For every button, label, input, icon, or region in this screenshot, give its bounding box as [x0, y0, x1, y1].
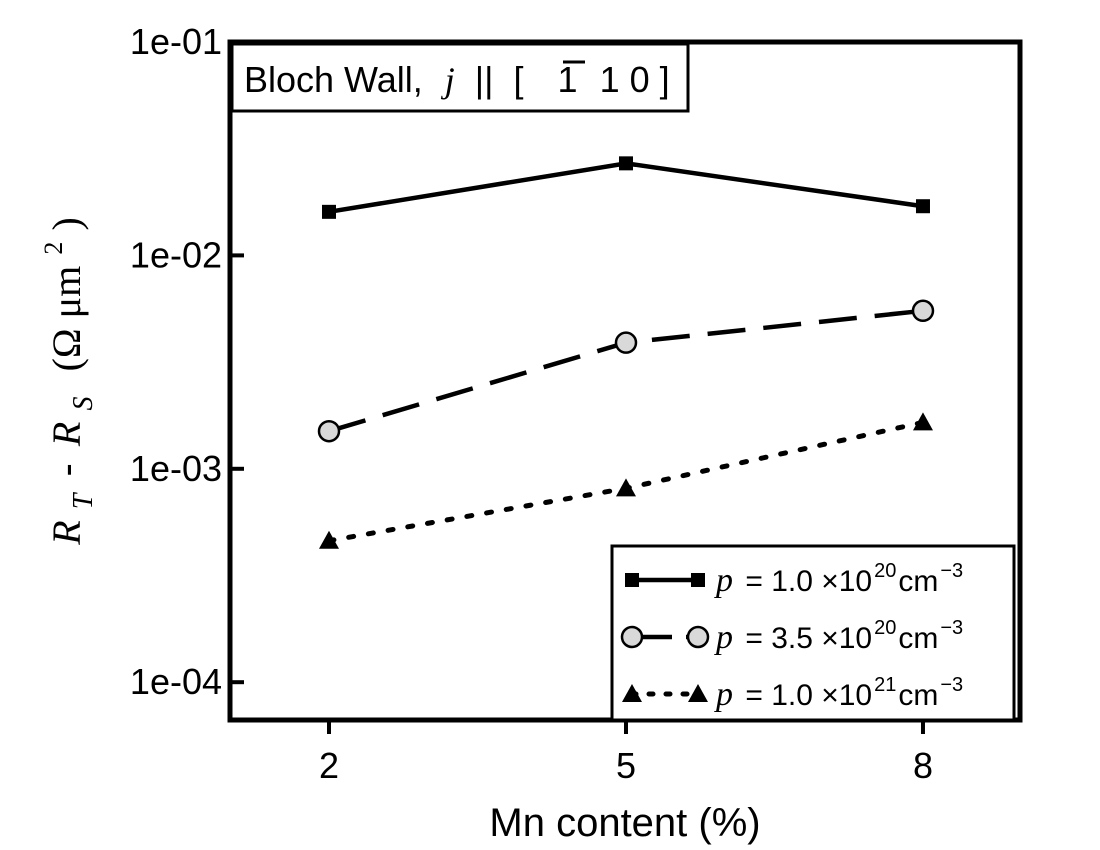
data-point: [615, 478, 636, 497]
legend-marker: [620, 625, 644, 649]
legend-marker: [686, 625, 710, 649]
x-tick-label: 2: [319, 745, 339, 786]
y-axis-dash: -: [45, 463, 89, 476]
data-point: [618, 156, 633, 171]
x-tick-label: 5: [616, 745, 636, 786]
legend-marker: [691, 573, 705, 587]
y-axis-r2: R: [44, 422, 89, 447]
annotation-box: Bloch Wall, j || [ 1 1 0 ]: [230, 42, 690, 113]
series-layer: [317, 156, 935, 549]
y-axis-unit: (Ω μm: [44, 266, 89, 372]
annotation-prefix: Bloch Wall,: [244, 59, 423, 100]
y-axis-sub1: T: [68, 491, 99, 509]
legend-label: p = 1.0 ×10 21cm −3: [714, 674, 963, 713]
data-point: [912, 412, 933, 431]
svg-text:Bloch Wall, j ||: Bloch Wall, j || [ 1 1 0 ]: [244, 59, 670, 100]
series-3: [318, 412, 933, 549]
legend-label: p = 1.0 ×10 20cm −3: [714, 560, 963, 599]
data-point: [915, 199, 930, 214]
legend-marker: [622, 684, 642, 702]
series-2: [317, 299, 935, 443]
legend-item: p = 1.0 ×10 20cm −3: [625, 560, 963, 599]
y-axis: 1e-01 1e-02 1e-03 1e-04: [130, 21, 244, 702]
annotation-dir-open: [: [513, 59, 523, 100]
y-tick-label: 1e-02: [130, 234, 222, 275]
y-axis-sub2: S: [68, 397, 99, 411]
legend-marker: [625, 573, 639, 587]
series-line: [328, 308, 924, 434]
annotation-dir-rest: 1 0 ]: [600, 59, 670, 100]
series-1: [321, 156, 930, 219]
y-axis-close: ): [44, 217, 89, 230]
y-tick-label: 1e-03: [130, 448, 222, 489]
y-tick-label: 1e-01: [130, 21, 222, 62]
legend-item: p = 1.0 ×10 21cm −3: [622, 674, 963, 713]
annotation-var: j: [441, 60, 455, 100]
y-axis-r1: R: [44, 520, 89, 545]
data-point: [317, 419, 341, 443]
data-point: [614, 331, 638, 354]
legend-item: p = 3.5 ×10 20cm −3: [620, 617, 963, 656]
y-axis-unit-sup: 2: [39, 242, 68, 255]
data-point: [318, 530, 339, 549]
y-axis-title: R T - R S (Ω μm 2 ): [27, 217, 101, 546]
annotation-bar-digit: 1: [558, 59, 578, 100]
legend-label: p = 3.5 ×10 20cm −3: [714, 617, 963, 656]
x-axis-title: Mn content (%): [489, 801, 760, 845]
legend: p = 1.0 ×10 20cm −3 p = 3.5 ×10 20cm −3 p = 1.…: [610, 544, 1016, 722]
y-tick-label: 1e-04: [130, 661, 222, 702]
legend-marker: [688, 684, 708, 702]
series-line: [328, 161, 924, 215]
x-tick-label: 8: [913, 745, 933, 786]
annotation-rel: ||: [475, 59, 494, 100]
data-point: [321, 204, 336, 219]
x-axis: 2 5 8: [319, 720, 933, 786]
data-point: [911, 299, 935, 323]
